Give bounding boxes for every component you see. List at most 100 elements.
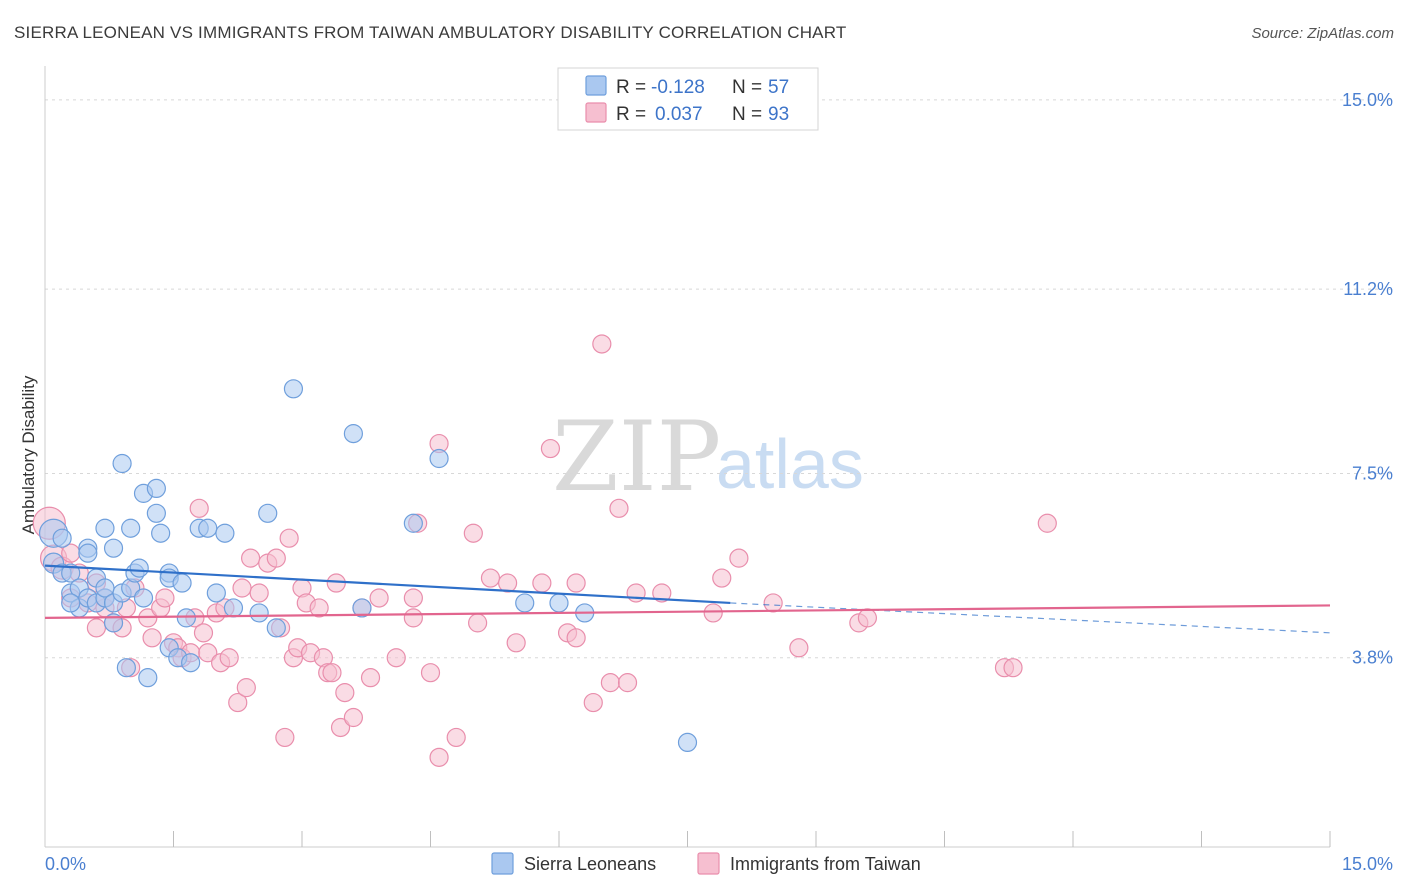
taiwan-point bbox=[789, 638, 809, 658]
watermark-zip: ZIP bbox=[552, 401, 721, 513]
sierra-leonean-point bbox=[61, 563, 81, 583]
taiwan-point bbox=[506, 633, 526, 653]
series-sierra-leonean-points bbox=[38, 379, 698, 753]
watermark-atlas: atlas bbox=[716, 425, 864, 503]
sierra-leonean-point bbox=[121, 518, 141, 538]
x-tick-label: 15.0% bbox=[1342, 854, 1393, 874]
sierra-leonean-point bbox=[103, 538, 124, 558]
y-tick-label: 15.0% bbox=[1342, 90, 1393, 110]
taiwan-point bbox=[420, 663, 441, 683]
stats-n-label-1: N = bbox=[732, 77, 762, 98]
taiwan-point bbox=[228, 692, 248, 713]
y-tick-label: 3.8% bbox=[1352, 648, 1393, 668]
x-tick-labels: 0.0% 15.0% bbox=[45, 854, 1393, 874]
taiwan-point bbox=[279, 528, 299, 548]
taiwan-point bbox=[463, 523, 483, 543]
sierra-leonean-point bbox=[429, 448, 449, 469]
sierra-leonean-point bbox=[677, 732, 698, 753]
taiwan-point bbox=[429, 747, 449, 767]
taiwan-point bbox=[369, 588, 389, 608]
sierra-leonean-point bbox=[549, 593, 569, 613]
taiwan-point bbox=[232, 578, 252, 598]
sierra-leonean-point bbox=[515, 593, 535, 613]
y-tick-label: 7.5% bbox=[1352, 463, 1393, 483]
sierra-leonean-point bbox=[78, 543, 98, 563]
sierra-leonean-point bbox=[181, 653, 201, 673]
sierra-leonean-point bbox=[206, 583, 226, 603]
sierra-leonean-point bbox=[172, 573, 192, 593]
y-tick-label: 11.2% bbox=[1343, 279, 1393, 299]
stats-legend: R = -0.128 N = 57 R = 0.037 N = 93 bbox=[557, 67, 819, 131]
axes bbox=[44, 66, 1331, 848]
series-taiwan-points bbox=[32, 334, 1057, 767]
watermark: ZIP atlas bbox=[552, 401, 864, 513]
taiwan-point bbox=[626, 583, 646, 603]
taiwan-point bbox=[386, 648, 406, 668]
stats-legend-swatch-taiwan bbox=[585, 102, 607, 123]
taiwan-point bbox=[540, 438, 561, 459]
taiwan-point bbox=[249, 583, 269, 603]
taiwan-point bbox=[446, 727, 466, 748]
sierra-leonean-point bbox=[403, 513, 423, 533]
taiwan-point bbox=[335, 683, 355, 703]
legend-label-taiwan: Immigrants from Taiwan bbox=[730, 854, 921, 874]
taiwan-point bbox=[532, 573, 552, 593]
legend-label-sierra-leonean: Sierra Leoneans bbox=[524, 854, 656, 874]
taiwan-point bbox=[617, 673, 638, 693]
taiwan-point bbox=[703, 603, 723, 623]
taiwan-point bbox=[498, 573, 518, 593]
legend-swatch-taiwan bbox=[697, 852, 720, 875]
taiwan-point bbox=[403, 588, 423, 608]
sierra-leonean-point bbox=[112, 453, 132, 474]
taiwan-trend-line bbox=[44, 604, 1331, 619]
sierra-leonean-point bbox=[352, 598, 372, 618]
taiwan-point bbox=[236, 678, 256, 698]
y-axis-title: Ambulatory Disability bbox=[19, 375, 38, 534]
sierra-leonean-point bbox=[129, 558, 149, 578]
taiwan-point bbox=[241, 548, 261, 568]
sierra-leonean-point bbox=[133, 588, 154, 608]
taiwan-point bbox=[480, 568, 501, 588]
taiwan-point bbox=[729, 548, 749, 568]
taiwan-point bbox=[566, 573, 586, 593]
stats-r-value-1: -0.128 bbox=[651, 77, 705, 98]
sierra-leonean-point bbox=[198, 518, 218, 538]
taiwan-point bbox=[609, 498, 629, 518]
taiwan-point bbox=[1037, 513, 1057, 533]
sierra-leonean-point bbox=[138, 668, 158, 688]
legend-swatch-sierra-leonean bbox=[491, 852, 514, 875]
taiwan-point bbox=[198, 643, 218, 663]
stats-n-label-2: N = bbox=[732, 104, 762, 125]
sierra-leonean-point bbox=[283, 379, 304, 399]
taiwan-point bbox=[566, 628, 586, 648]
chart-source: Source: ZipAtlas.com bbox=[1251, 25, 1394, 42]
sierra-leonean-point bbox=[343, 424, 363, 444]
taiwan-point bbox=[1003, 658, 1023, 678]
taiwan-point bbox=[330, 717, 351, 738]
taiwan-point bbox=[652, 583, 672, 603]
sierra-leonean-trend-line bbox=[44, 564, 731, 605]
taiwan-point bbox=[193, 623, 214, 643]
sierra-leonean-point bbox=[146, 478, 166, 499]
taiwan-point bbox=[322, 663, 342, 683]
taiwan-point bbox=[712, 568, 732, 588]
sierra-leonean-point bbox=[249, 603, 269, 623]
sierra-leonean-point bbox=[52, 528, 72, 548]
x-tick-label: 0.0% bbox=[45, 854, 86, 874]
sierra-leonean-trend-extension bbox=[730, 602, 1331, 634]
sierra-leonean-point bbox=[61, 593, 81, 613]
sierra-leonean-point bbox=[258, 503, 278, 523]
taiwan-point bbox=[155, 588, 175, 608]
stats-n-value-1: 57 bbox=[768, 77, 789, 98]
sierra-leonean-point bbox=[266, 618, 286, 638]
taiwan-point bbox=[360, 668, 381, 688]
taiwan-point bbox=[592, 334, 612, 354]
sierra-leonean-point bbox=[103, 613, 124, 633]
trend-lines bbox=[44, 564, 1331, 634]
taiwan-point bbox=[189, 498, 209, 518]
bottom-legend: Sierra Leoneans Immigrants from Taiwan bbox=[491, 852, 921, 875]
sierra-leonean-point bbox=[176, 608, 196, 628]
y-tick-labels: 3.8% 7.5% 11.2% 15.0% bbox=[1342, 90, 1393, 668]
taiwan-point bbox=[142, 628, 162, 648]
sierra-leonean-point bbox=[95, 518, 115, 538]
